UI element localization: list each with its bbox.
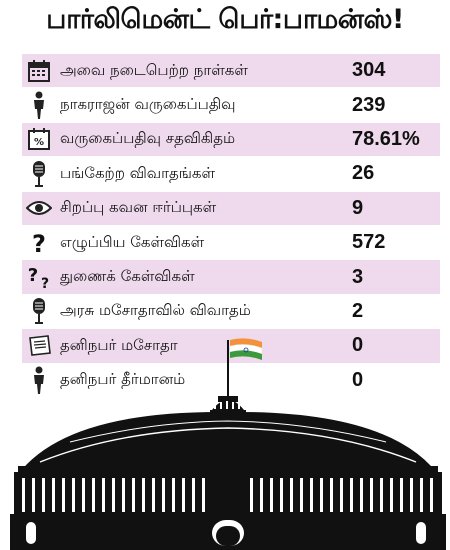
person-icon (24, 365, 54, 395)
eye-icon (24, 193, 54, 223)
indian-flag-icon (227, 338, 263, 400)
stat-row-special-mentions: சிறப்பு கவன ஈர்ப்புகள் 9 (22, 191, 440, 226)
document-icon (24, 331, 54, 361)
question-icon: ? (24, 228, 54, 258)
stat-row-questions: ? எழுப்பிய கேள்விகள் 572 (22, 225, 440, 261)
person-icon (24, 90, 54, 120)
stat-label: பங்கேற்ற விவாதங்கள் (60, 163, 216, 182)
stat-value: 3 (352, 265, 364, 288)
stat-value: 239 (352, 93, 386, 116)
stat-label: வருகைப்பதிவு சதவிகிதம் (60, 129, 236, 148)
calendar-icon (24, 56, 54, 86)
stat-value: 0 (352, 334, 364, 357)
parliament-building-illustration (10, 338, 446, 550)
stat-label: துணைக் கேள்விகள் (60, 267, 195, 286)
stat-value: 9 (352, 196, 364, 219)
svg-text:?: ? (41, 276, 49, 290)
stat-value: 26 (352, 162, 375, 185)
svg-text:?: ? (28, 265, 38, 286)
stat-value: 304 (352, 59, 386, 82)
stat-row-supplementary-questions: ? ? துணைக் கேள்விகள் 3 (22, 260, 440, 295)
stat-label: அவை நடைபெற்ற நாள்கள் (60, 60, 248, 79)
stat-value: 2 (352, 299, 364, 322)
double-question-icon: ? ? (24, 262, 54, 292)
stat-value: 0 (352, 368, 364, 391)
microphone-icon (24, 159, 54, 189)
stats-table: அவை நடைபெற்ற நாள்கள் 304 நாகராஜன் வருகைப… (22, 54, 440, 398)
stat-row-govt-bill-debates: அரசு மசோதாவில் விவாதம் 2 (22, 294, 440, 330)
svg-text:%: % (34, 137, 44, 148)
microphone-icon (24, 296, 54, 326)
stat-label: தனிநபர் தீர்மானம் (60, 370, 186, 389)
stat-value: 572 (352, 231, 386, 254)
stat-label: அரசு மசோதாவில் விவாதம் (60, 301, 251, 320)
svg-text:?: ? (32, 230, 46, 256)
stat-row-attendance: நாகராஜன் வருகைப்பதிவு 239 (22, 88, 440, 123)
stat-row-attendance-percent: % வருகைப்பதிவு சதவிகிதம் 78.61% (22, 122, 440, 158)
stat-row-sitting-days: அவை நடைபெற்ற நாள்கள் 304 (22, 54, 440, 89)
percent-calendar-icon: % (24, 124, 54, 154)
page-title: பார்லிமென்ட் பெர்:பாமன்ஸ்! (46, 4, 404, 35)
stat-label: நாகராஜன் வருகைப்பதிவு (60, 95, 236, 114)
stat-value: 78.61% (352, 127, 420, 150)
stat-label: எழுப்பிய கேள்விகள் (60, 232, 205, 251)
colonnade-columns (22, 478, 433, 512)
stat-label: சிறப்பு கவன ஈர்ப்புகள் (60, 198, 217, 217)
stat-label: தனிநபர் மசோதா (60, 335, 178, 354)
stat-row-debates: பங்கேற்ற விவாதங்கள் 26 (22, 157, 440, 192)
